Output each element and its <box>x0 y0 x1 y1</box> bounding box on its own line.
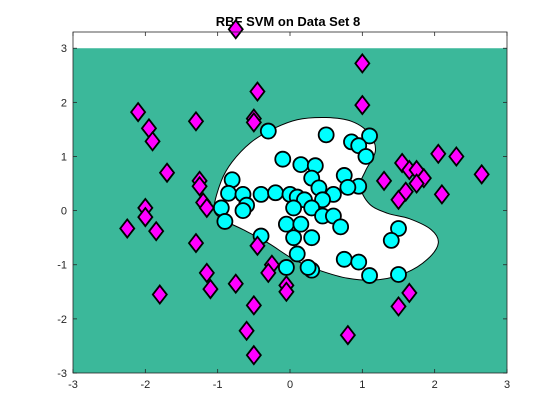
y-tick-label: 1 <box>61 151 67 163</box>
circle-point <box>288 245 306 263</box>
x-tick-label: 1 <box>359 379 365 391</box>
diamond-point <box>148 220 165 242</box>
diamond-point <box>430 143 447 165</box>
diamond-point <box>187 232 205 254</box>
circle-point <box>317 126 335 144</box>
diamond-point <box>198 262 215 284</box>
diamond-point <box>198 197 215 219</box>
circle-point <box>382 231 400 249</box>
x-tick-label: 2 <box>432 379 438 391</box>
diamond-point <box>433 183 451 205</box>
diamond-point <box>227 18 244 40</box>
circle-point <box>350 253 368 271</box>
plot-area <box>73 18 507 373</box>
diamond-point <box>260 262 277 284</box>
circle-point <box>274 150 292 168</box>
x-tick-label: 0 <box>287 379 293 391</box>
diamond-point <box>129 101 147 123</box>
y-tick-label: 2 <box>61 97 67 109</box>
diamond-point <box>354 52 371 74</box>
y-tick-label: 3 <box>61 43 67 55</box>
diamond-point <box>375 170 393 192</box>
diamond-point <box>227 273 244 295</box>
diamond-point <box>144 130 161 152</box>
circle-point <box>259 122 277 140</box>
circle-point <box>332 218 350 236</box>
diamond-point <box>278 281 295 303</box>
circle-point <box>216 213 234 230</box>
circle-point <box>285 229 303 247</box>
diamond-point <box>249 81 266 103</box>
y-tick-label: -3 <box>57 368 67 380</box>
circle-point <box>285 199 303 217</box>
diamond-point <box>137 206 154 228</box>
x-tick-label: -3 <box>68 379 78 391</box>
diamond-point <box>187 110 205 132</box>
chart-title: RBF SVM on Data Set 8 <box>216 14 360 29</box>
x-tick-label: -2 <box>140 379 150 391</box>
circle-point <box>361 267 378 284</box>
diamond-point <box>354 94 371 116</box>
circle-point <box>220 184 237 202</box>
diamond-point <box>245 111 262 133</box>
circle-point <box>357 148 375 165</box>
diamond-point <box>191 175 208 197</box>
diamond-point <box>158 162 176 184</box>
circle-point <box>335 250 353 268</box>
diamond-point <box>245 294 262 316</box>
circle-point <box>299 259 317 276</box>
diamond-point <box>249 235 266 257</box>
diamond-point <box>238 320 255 342</box>
x-tick-label: 3 <box>504 379 510 391</box>
circle-point <box>361 127 378 145</box>
circle-point <box>212 199 230 217</box>
circle-point <box>277 215 295 233</box>
diamond-point <box>448 146 465 167</box>
diamond-point <box>202 278 219 300</box>
diamond-point <box>473 163 490 185</box>
circle-point <box>267 184 284 202</box>
data-points <box>119 18 490 366</box>
circle-point <box>390 266 407 283</box>
circle-point <box>390 220 407 237</box>
diamond-point <box>119 218 136 239</box>
diamond-point <box>151 284 168 305</box>
diamond-point <box>339 324 357 346</box>
circle-point <box>277 259 295 276</box>
diamond-point <box>390 189 407 211</box>
axes: -3 -2 -1 0 1 2 3 -3 -2 -1 0 1 2 3 <box>57 31 510 391</box>
diamond-point <box>390 295 407 317</box>
y-tick-label: -2 <box>57 314 67 326</box>
diamond-point <box>408 173 425 195</box>
circle-point <box>223 171 241 189</box>
circle-point <box>292 156 310 174</box>
diamond-point <box>401 282 418 304</box>
circle-point <box>252 185 270 203</box>
circle-point <box>339 178 357 196</box>
diamond-point <box>245 344 262 366</box>
circle-point <box>234 202 252 220</box>
y-tick-label: 0 <box>61 206 67 218</box>
y-tick-label: -1 <box>57 260 67 272</box>
x-tick-label: -1 <box>213 379 223 391</box>
circle-point <box>303 229 321 247</box>
circle-point <box>292 215 310 233</box>
